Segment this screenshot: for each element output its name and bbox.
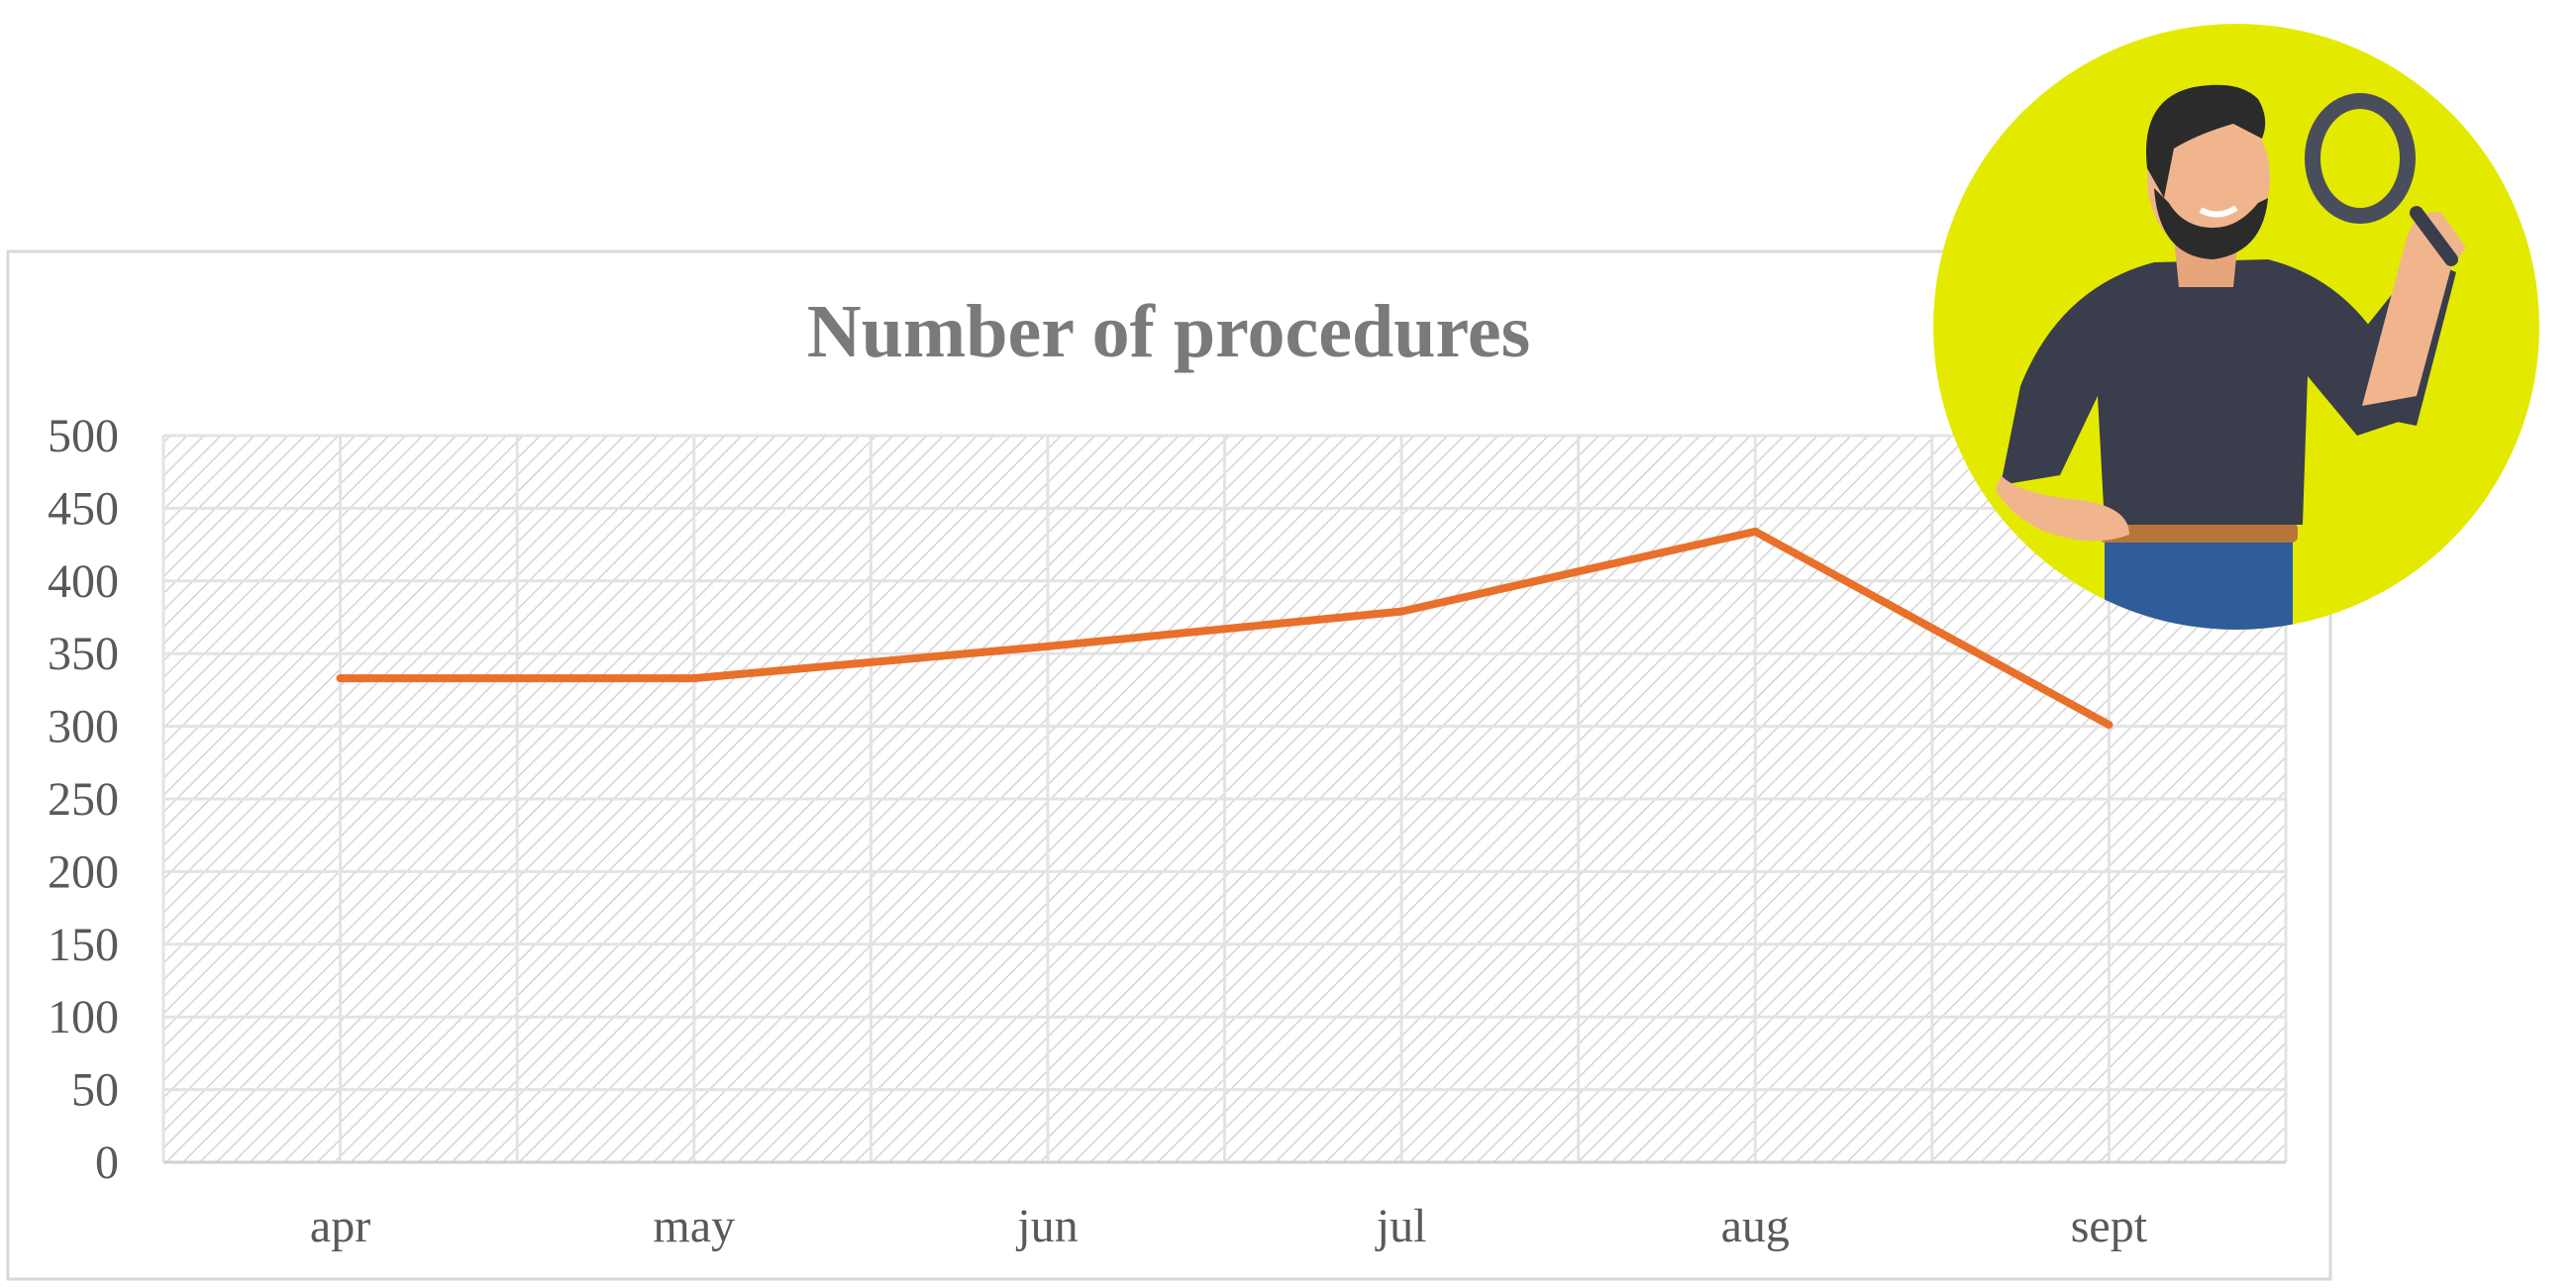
smile (2199, 205, 2238, 218)
y-tick-label: 100 (48, 991, 119, 1043)
magnifier-handle (2410, 206, 2458, 266)
y-tick-label: 0 (95, 1137, 119, 1189)
data-point (689, 674, 698, 683)
y-tick-label: 50 (71, 1064, 119, 1117)
hip-hand (1996, 475, 2129, 542)
y-tick-label: 350 (48, 628, 119, 680)
data-point (336, 674, 345, 683)
x-tick-label: jun (1015, 1200, 1078, 1252)
y-tick-label: 500 (48, 410, 119, 462)
magnifier-ring (2305, 93, 2416, 224)
belt (2100, 523, 2298, 543)
shirt (2001, 259, 2417, 525)
x-tick-label: sept (2071, 1200, 2148, 1252)
chart-title: Number of procedures (807, 290, 1530, 373)
data-point (1397, 607, 1406, 616)
x-tick-label: apr (310, 1200, 370, 1252)
y-tick-label: 400 (48, 555, 119, 608)
data-point (1751, 527, 1760, 536)
y-tick-label: 150 (48, 919, 119, 971)
data-point (1043, 642, 1052, 650)
series-layer (336, 527, 2113, 730)
beard (2154, 188, 2268, 259)
y-tick-label: 300 (48, 701, 119, 753)
y-tick-label: 200 (48, 845, 119, 898)
x-tick-label: jul (1375, 1200, 1427, 1252)
data-point (2105, 721, 2113, 730)
y-tick-label: 450 (48, 482, 119, 535)
y-tick-label: 250 (48, 773, 119, 826)
raised-arm (2362, 212, 2466, 406)
hair (2145, 84, 2266, 198)
gridlines (161, 434, 2288, 1164)
x-tick-label: may (653, 1200, 735, 1252)
series-line (336, 527, 2113, 730)
man-figure (1996, 84, 2466, 630)
x-tick-label: aug (1721, 1200, 1790, 1252)
man-with-magnifying-glass-icon (1933, 24, 2539, 630)
axes: 0 50 100 150 200 250 300 350 400 450 500 apr may jun j… (48, 410, 2286, 1252)
